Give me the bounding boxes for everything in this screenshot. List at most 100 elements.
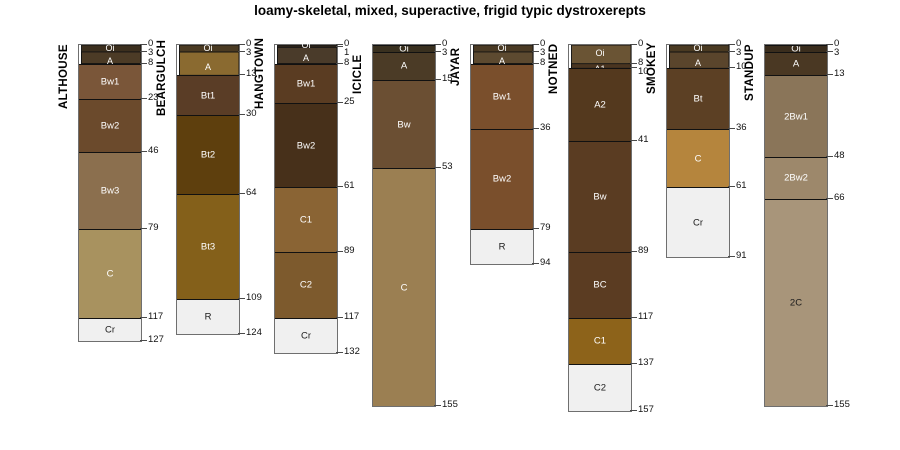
depth-tick-label: 0 bbox=[148, 38, 154, 49]
depth-tick-label: 41 bbox=[638, 133, 649, 145]
horizon-band: Bw2 bbox=[275, 103, 337, 188]
horizon-band: Bw1 bbox=[79, 63, 141, 99]
depth-tick-label: 8 bbox=[148, 56, 154, 68]
horizon-band: R bbox=[177, 298, 239, 334]
horizon-label: A bbox=[694, 58, 701, 69]
depth-tick bbox=[532, 127, 539, 129]
profile-name-label: ICICLE bbox=[352, 54, 364, 94]
depth-tick bbox=[434, 405, 441, 407]
horizon-label: A bbox=[204, 61, 211, 72]
horizon-label: 2Bw1 bbox=[784, 111, 808, 123]
horizon-label: Bt1 bbox=[200, 90, 216, 102]
horizon-label: Oi bbox=[301, 40, 311, 51]
horizon-band: Oi bbox=[765, 45, 827, 52]
horizon-label: Bt2 bbox=[200, 149, 216, 161]
horizon-wedge bbox=[277, 46, 337, 64]
horizon-label: Oi bbox=[791, 45, 801, 52]
depth-tick bbox=[238, 113, 245, 115]
depth-tick-label: 3 bbox=[442, 47, 448, 58]
depth-tick-label: 8 bbox=[638, 56, 644, 68]
depth-tick-label: 137 bbox=[638, 357, 654, 369]
depth-tick-label: 66 bbox=[834, 191, 845, 203]
depth-tick-label: 94 bbox=[540, 257, 551, 269]
horizon-band: C2 bbox=[275, 252, 337, 318]
depth-tick bbox=[140, 339, 147, 341]
depth-tick bbox=[532, 228, 539, 230]
depth-tick bbox=[630, 62, 637, 64]
depth-tick-label: 117 bbox=[148, 310, 164, 322]
thin-horizon-wedges bbox=[81, 45, 141, 64]
depth-tick-label: 3 bbox=[246, 47, 252, 58]
horizon-label: Bt bbox=[693, 93, 703, 105]
thin-horizon-wedges bbox=[669, 45, 729, 69]
horizon-band: Cr bbox=[275, 317, 337, 353]
depth-tick bbox=[630, 363, 637, 365]
horizon-band: R bbox=[471, 229, 533, 264]
depth-tick-label: 3 bbox=[736, 47, 742, 58]
depth-tick-label: 30 bbox=[246, 107, 257, 119]
horizon-label: Oi bbox=[693, 42, 703, 53]
thin-horizon-wedges bbox=[179, 45, 239, 76]
profile-column: Oi A Bw C bbox=[372, 44, 436, 408]
horizon-label: R bbox=[204, 311, 212, 323]
depth-tick bbox=[630, 44, 637, 45]
depth-tick-label: 3 bbox=[540, 47, 546, 58]
horizon-band: C bbox=[79, 229, 141, 318]
horizon-label: C bbox=[106, 268, 114, 280]
profile-name-label: HANGTOWN bbox=[254, 37, 266, 109]
depth-tick-label: 15 bbox=[442, 72, 453, 84]
horizon-label: C bbox=[400, 282, 408, 294]
profile-name-label: STANDUP bbox=[744, 44, 756, 102]
depth-tick bbox=[238, 44, 245, 45]
profile-column: Oi A Bw1 Bw2 C1 C2 Cr bbox=[274, 40, 338, 354]
horizon-band: Bw3 bbox=[79, 152, 141, 230]
depth-tick bbox=[728, 44, 735, 45]
horizon-label: C1 bbox=[299, 214, 313, 226]
depth-tick-label: 48 bbox=[834, 149, 845, 161]
horizon-band: BC bbox=[569, 252, 631, 318]
depth-tick-label: 109 bbox=[246, 291, 262, 303]
depth-tick bbox=[140, 44, 147, 45]
depth-tick-label: 23 bbox=[148, 91, 159, 103]
depth-tick bbox=[630, 139, 637, 141]
depth-tick bbox=[140, 62, 147, 64]
depth-tick bbox=[238, 297, 245, 299]
depth-tick-label: 8 bbox=[344, 56, 350, 68]
depth-tick-label: 0 bbox=[736, 38, 742, 49]
depth-tick bbox=[728, 127, 735, 129]
depth-tick-label: 91 bbox=[736, 250, 747, 262]
horizon-wedge bbox=[179, 51, 239, 76]
depth-tick bbox=[140, 316, 147, 318]
depth-tick bbox=[532, 44, 539, 45]
depth-tick bbox=[630, 67, 637, 69]
depth-tick bbox=[826, 155, 833, 157]
depth-tick bbox=[434, 44, 441, 45]
depth-tick-label: 36 bbox=[540, 121, 551, 133]
horizon-label: Bw1 bbox=[296, 78, 316, 90]
horizon-band: 2Bw1 bbox=[765, 75, 827, 157]
depth-tick-label: 64 bbox=[246, 187, 257, 199]
horizon-band: A bbox=[765, 51, 827, 76]
profile-name-label: BEARGULCH bbox=[156, 40, 168, 117]
depth-tick bbox=[336, 316, 343, 318]
depth-tick-label: 117 bbox=[344, 310, 360, 322]
depth-tick-label: 79 bbox=[540, 222, 551, 234]
horizon-band: 2Bw2 bbox=[765, 156, 827, 199]
horizon-label: C2 bbox=[593, 382, 607, 394]
depth-tick bbox=[826, 74, 833, 76]
depth-tick-label: 117 bbox=[638, 310, 654, 322]
horizon-band: Cr bbox=[667, 187, 729, 258]
horizon-label: 2Bw2 bbox=[784, 172, 808, 184]
horizon-band: A bbox=[373, 51, 435, 80]
horizon-label: Cr bbox=[692, 217, 704, 229]
horizon-band: Bw1 bbox=[471, 63, 533, 129]
depth-tick-label: 53 bbox=[442, 161, 453, 173]
horizon-band: Bw1 bbox=[275, 63, 337, 104]
horizon-band: 2C bbox=[765, 198, 827, 407]
page-title: loamy-skeletal, mixed, superactive, frig… bbox=[254, 3, 646, 18]
depth-tick bbox=[532, 50, 539, 52]
depth-tick-label: 157 bbox=[638, 403, 654, 415]
depth-tick-label: 79 bbox=[148, 222, 159, 234]
horizon-band: C bbox=[667, 128, 729, 188]
horizon-label: Cr bbox=[104, 324, 116, 336]
